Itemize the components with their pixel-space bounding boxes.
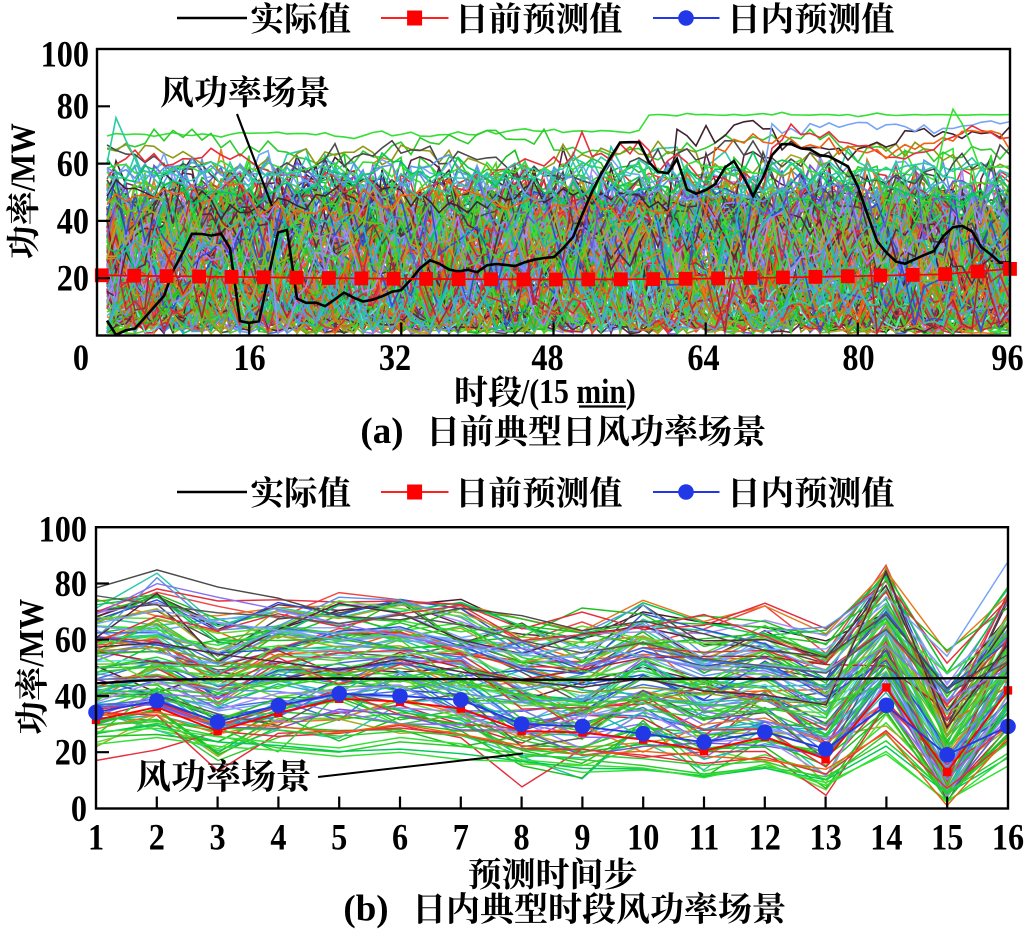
svg-text:3: 3 — [210, 816, 226, 858]
svg-text:8: 8 — [514, 816, 530, 858]
svg-text:14: 14 — [870, 816, 902, 858]
svg-text:5: 5 — [331, 816, 347, 858]
svg-text:7: 7 — [453, 816, 469, 858]
svg-text:96: 96 — [991, 337, 1023, 379]
svg-text:32: 32 — [379, 337, 411, 379]
svg-text:6: 6 — [392, 816, 408, 858]
svg-text:/MW: /MW — [5, 123, 43, 192]
svg-text:60: 60 — [55, 619, 87, 661]
svg-text:80: 80 — [55, 563, 87, 605]
svg-text:80: 80 — [842, 337, 874, 379]
svg-text:12: 12 — [749, 816, 781, 858]
svg-text:/MW: /MW — [13, 599, 51, 668]
svg-text:16: 16 — [233, 337, 265, 379]
svg-text:48: 48 — [531, 337, 563, 379]
svg-text:/(15 min): /(15 min) — [520, 373, 636, 412]
svg-text:13: 13 — [809, 816, 841, 858]
svg-text:100: 100 — [41, 33, 89, 75]
svg-text:11: 11 — [689, 816, 719, 858]
svg-text:100: 100 — [39, 508, 87, 550]
svg-text:1: 1 — [88, 816, 104, 858]
svg-text:60: 60 — [57, 143, 89, 185]
svg-text:4: 4 — [270, 816, 286, 858]
svg-text:15: 15 — [931, 816, 963, 858]
svg-text:10: 10 — [627, 816, 659, 858]
svg-text:40: 40 — [55, 675, 87, 717]
svg-text:64: 64 — [687, 337, 719, 379]
svg-text:2: 2 — [149, 816, 165, 858]
svg-text:0: 0 — [71, 788, 87, 830]
svg-text:(b): (b) — [343, 889, 388, 930]
svg-text:40: 40 — [57, 200, 89, 242]
svg-text:20: 20 — [55, 731, 87, 773]
svg-text:16: 16 — [992, 816, 1024, 858]
svg-text:20: 20 — [57, 257, 89, 299]
svg-text:9: 9 — [574, 816, 590, 858]
svg-text:0: 0 — [73, 337, 89, 379]
svg-text:(a): (a) — [360, 411, 403, 452]
svg-text:80: 80 — [57, 85, 89, 127]
